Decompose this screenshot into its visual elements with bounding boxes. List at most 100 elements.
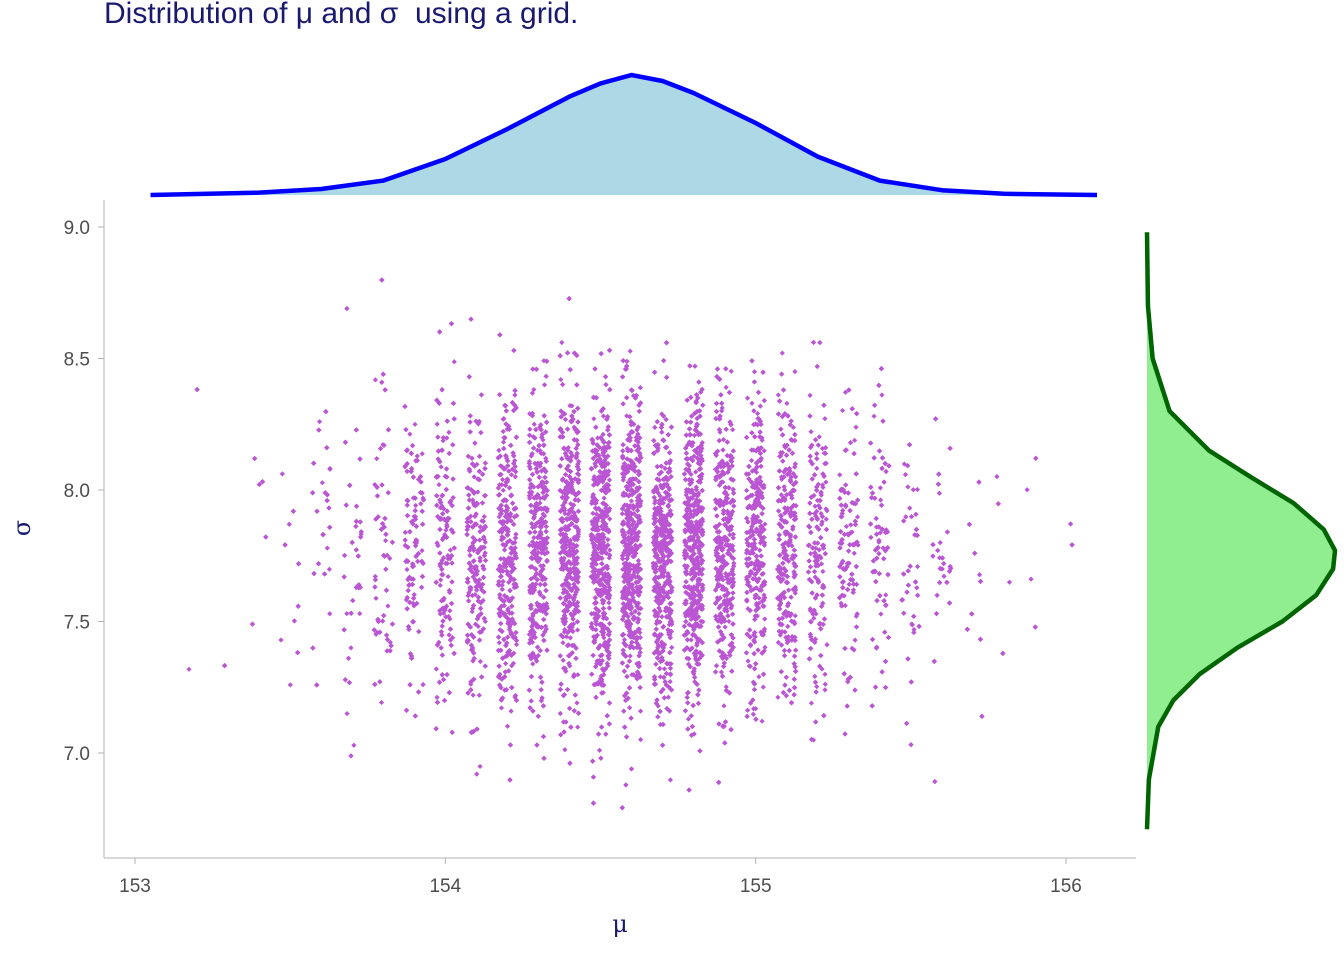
data-point <box>842 389 849 395</box>
data-point <box>412 421 418 427</box>
data-point <box>279 471 285 477</box>
data-point <box>565 445 571 451</box>
data-point <box>762 521 768 527</box>
data-point <box>692 679 698 685</box>
data-point <box>723 684 729 690</box>
data-point <box>877 530 883 536</box>
data-point <box>372 377 378 383</box>
data-point <box>819 519 825 525</box>
data-point <box>883 592 889 598</box>
data-point <box>854 514 861 520</box>
data-point <box>723 384 729 390</box>
data-point <box>600 413 607 419</box>
data-point <box>790 424 796 431</box>
data-point <box>472 592 478 598</box>
data-point <box>505 649 511 656</box>
mu-density-fill <box>150 75 1098 195</box>
data-point <box>482 539 488 545</box>
data-point <box>527 426 533 432</box>
data-point <box>470 543 476 549</box>
data-point <box>601 539 607 545</box>
data-point <box>559 339 565 346</box>
data-point <box>723 655 730 662</box>
data-point <box>756 600 762 606</box>
data-point <box>757 403 763 409</box>
chart-title: Distribution of μ and σ using a grid. <box>104 0 579 30</box>
data-point <box>528 656 534 662</box>
data-point <box>792 590 798 596</box>
data-point <box>621 637 628 643</box>
data-point <box>287 682 293 688</box>
data-point <box>446 429 452 435</box>
data-point <box>557 710 563 717</box>
data-point <box>528 576 534 582</box>
data-point <box>540 437 546 443</box>
data-point <box>936 555 943 561</box>
data-point <box>507 537 513 544</box>
data-point <box>541 513 548 519</box>
data-point <box>634 501 641 507</box>
data-point <box>319 480 325 486</box>
data-point <box>529 390 536 396</box>
data-point <box>936 490 942 496</box>
data-point <box>537 500 543 506</box>
sigma-density-line <box>1144 232 1338 830</box>
data-point <box>543 623 549 629</box>
data-point <box>477 763 483 770</box>
data-point <box>574 548 580 554</box>
data-point <box>508 472 515 478</box>
data-point <box>724 597 730 603</box>
data-point <box>814 497 821 504</box>
data-point <box>683 589 689 595</box>
data-point <box>625 587 631 593</box>
data-point <box>351 742 357 748</box>
data-point <box>566 507 572 514</box>
data-point <box>813 545 819 551</box>
data-point <box>822 416 828 422</box>
data-point <box>667 610 674 616</box>
data-point <box>437 582 443 588</box>
data-point <box>599 571 606 577</box>
data-point <box>902 472 909 478</box>
data-point <box>543 469 549 475</box>
data-point <box>496 514 502 520</box>
data-point <box>747 534 753 540</box>
data-point <box>496 447 502 453</box>
data-point <box>357 610 363 617</box>
data-point <box>633 476 639 482</box>
data-point <box>871 413 877 419</box>
data-point <box>726 547 732 553</box>
data-point <box>413 502 419 509</box>
data-point <box>327 611 333 617</box>
data-point <box>348 645 354 651</box>
data-point <box>682 555 688 562</box>
data-point <box>563 634 570 640</box>
data-point <box>378 699 385 706</box>
data-point <box>941 573 947 579</box>
data-point <box>1006 579 1013 585</box>
data-point <box>761 526 767 533</box>
data-point <box>526 640 533 646</box>
data-point <box>441 595 447 601</box>
data-point <box>717 429 723 435</box>
data-point <box>441 610 447 616</box>
data-point <box>652 500 658 506</box>
data-point <box>605 536 611 543</box>
data-point <box>807 392 813 398</box>
data-point <box>730 548 736 554</box>
data-point <box>753 706 759 712</box>
data-point <box>751 566 758 572</box>
data-point <box>603 524 609 530</box>
data-point <box>638 737 644 743</box>
data-point <box>843 523 850 530</box>
data-point <box>655 703 661 709</box>
data-point <box>438 464 444 470</box>
data-point <box>903 514 909 520</box>
data-point <box>685 716 692 722</box>
data-point <box>1028 576 1034 582</box>
data-point <box>683 542 689 548</box>
data-point <box>819 666 825 672</box>
data-point <box>567 403 573 409</box>
data-point <box>571 597 577 603</box>
